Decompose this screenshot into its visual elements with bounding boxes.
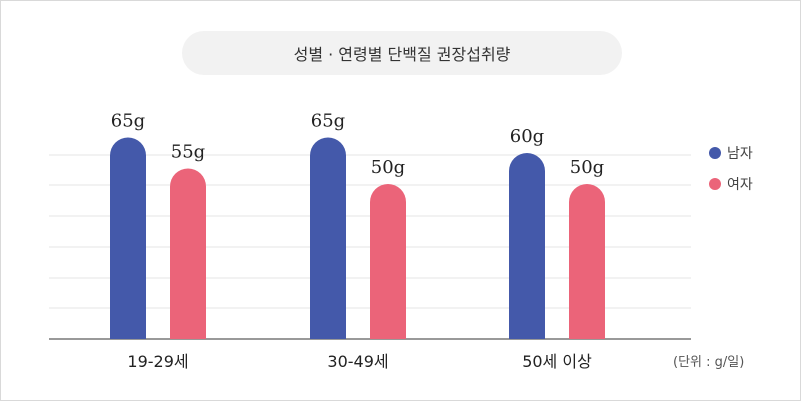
- chart-legend: 남자 여자: [709, 143, 753, 205]
- bar-male-1: [310, 137, 346, 339]
- data-label-female-1: 50g: [371, 157, 405, 178]
- legend-item-male: 남자: [709, 143, 753, 163]
- x-tick-label-2: 50세 이상: [522, 352, 592, 371]
- data-label-male-0: 65g: [111, 111, 145, 132]
- legend-swatch-female: [709, 178, 721, 190]
- legend-item-female: 여자: [709, 174, 753, 194]
- data-label-male-1: 65g: [311, 111, 345, 132]
- bar-female-0: [170, 168, 206, 339]
- x-tick-label-0: 19-29세: [127, 352, 188, 371]
- data-label-female-2: 50g: [570, 157, 604, 178]
- legend-label-female: 여자: [727, 177, 753, 193]
- bar-female-2: [569, 184, 605, 339]
- x-tick-label-1: 30-49세: [327, 352, 388, 371]
- data-label-male-2: 60g: [510, 126, 544, 147]
- bar-male-0: [110, 137, 146, 339]
- unit-label: (단위 : g/일): [673, 355, 745, 370]
- bar-female-1: [370, 184, 406, 339]
- bar-male-2: [509, 153, 545, 339]
- legend-swatch-male: [709, 147, 721, 159]
- data-label-female-0: 55g: [171, 142, 205, 163]
- legend-label-male: 남자: [727, 146, 753, 162]
- chart-title: 성별 · 연령별 단백질 권장섭취량: [182, 31, 622, 75]
